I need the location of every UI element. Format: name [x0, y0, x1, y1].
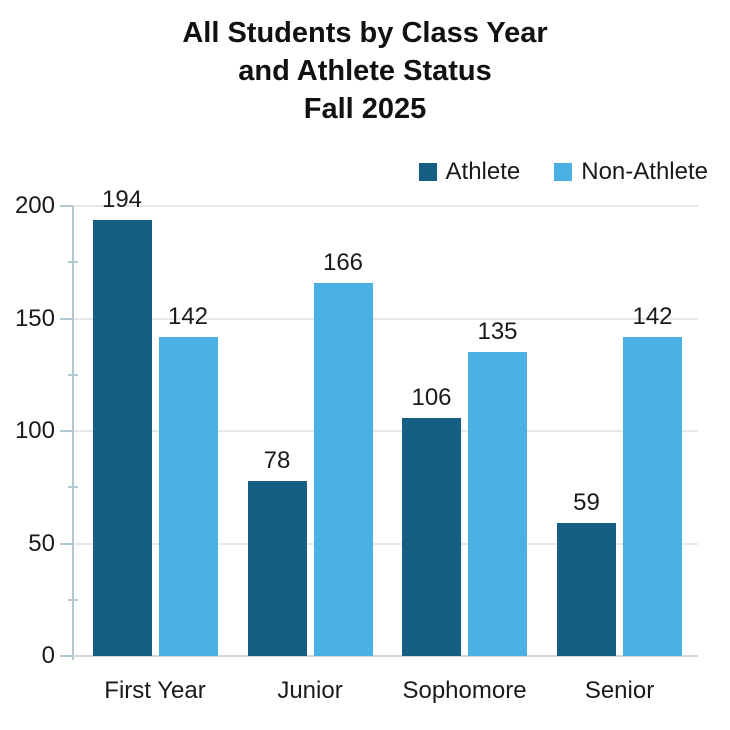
y-tick-label-50: 50 [28, 529, 55, 557]
legend-label-athlete: Athlete [445, 158, 521, 185]
y-major-tick-150 [60, 317, 73, 320]
legend-item-athlete: Athlete [418, 158, 521, 186]
chart-title-line1: All Students by Class Year [182, 17, 548, 49]
grid-line-150 [73, 317, 698, 320]
bar-non-athlete-first-year [158, 336, 218, 656]
y-tick-label-150: 150 [14, 304, 55, 332]
bar-value-label-athlete-senior: 59 [573, 489, 600, 517]
legend-item-non-athlete: Non-Athlete [554, 158, 708, 186]
y-major-tick-100 [60, 430, 73, 432]
chart-title-line2: and Athlete Status [238, 55, 492, 87]
grid-line-100 [73, 430, 698, 432]
bar-value-label-non-athlete-junior: 166 [322, 248, 364, 276]
chart-title: All Students by Class Year and Athlete S… [0, 14, 730, 128]
bar-athlete-sophomore [402, 417, 461, 656]
x-category-label-junior: Junior [277, 677, 343, 704]
y-major-tick-200 [60, 205, 73, 207]
y-axis-line [72, 206, 74, 660]
bar-athlete-junior [247, 480, 307, 656]
grid-line-200 [73, 205, 698, 207]
bar-non-athlete-sophomore [468, 352, 527, 656]
bar-non-athlete-junior [313, 282, 373, 656]
legend-label-non-athlete: Non-Athlete [581, 158, 708, 185]
y-tick-label-100: 100 [14, 417, 55, 444]
grid-line-50 [73, 542, 698, 545]
y-major-tick-50 [60, 542, 73, 545]
legend-swatch-non-athlete-icon [554, 163, 573, 181]
bar-value-label-athlete-first-year: 194 [101, 185, 143, 213]
x-category-label-sophomore: Sophomore [402, 677, 527, 704]
bar-value-label-athlete-sophomore: 106 [411, 383, 452, 411]
bar-value-label-athlete-junior: 78 [263, 446, 291, 474]
y-major-tick-0 [60, 655, 73, 657]
bar-value-label-non-athlete-sophomore: 135 [477, 318, 518, 346]
legend: Athlete Non-Athlete [418, 158, 708, 186]
y-tick-label-0: 0 [41, 642, 55, 669]
bar-athlete-senior [557, 523, 616, 656]
y-tick-label-200: 200 [14, 192, 55, 219]
bar-value-label-non-athlete-senior: 142 [632, 302, 673, 330]
bar-value-label-non-athlete-first-year: 142 [167, 302, 209, 330]
x-category-label-first-year: First Year [104, 677, 206, 704]
legend-swatch-athlete-icon [418, 163, 437, 181]
x-category-label-senior: Senior [584, 677, 655, 704]
bar-athlete-first-year [92, 219, 152, 656]
bar-non-athlete-senior [623, 336, 682, 656]
x-axis-line [73, 655, 698, 657]
chart-title-line3: Fall 2025 [303, 93, 427, 125]
